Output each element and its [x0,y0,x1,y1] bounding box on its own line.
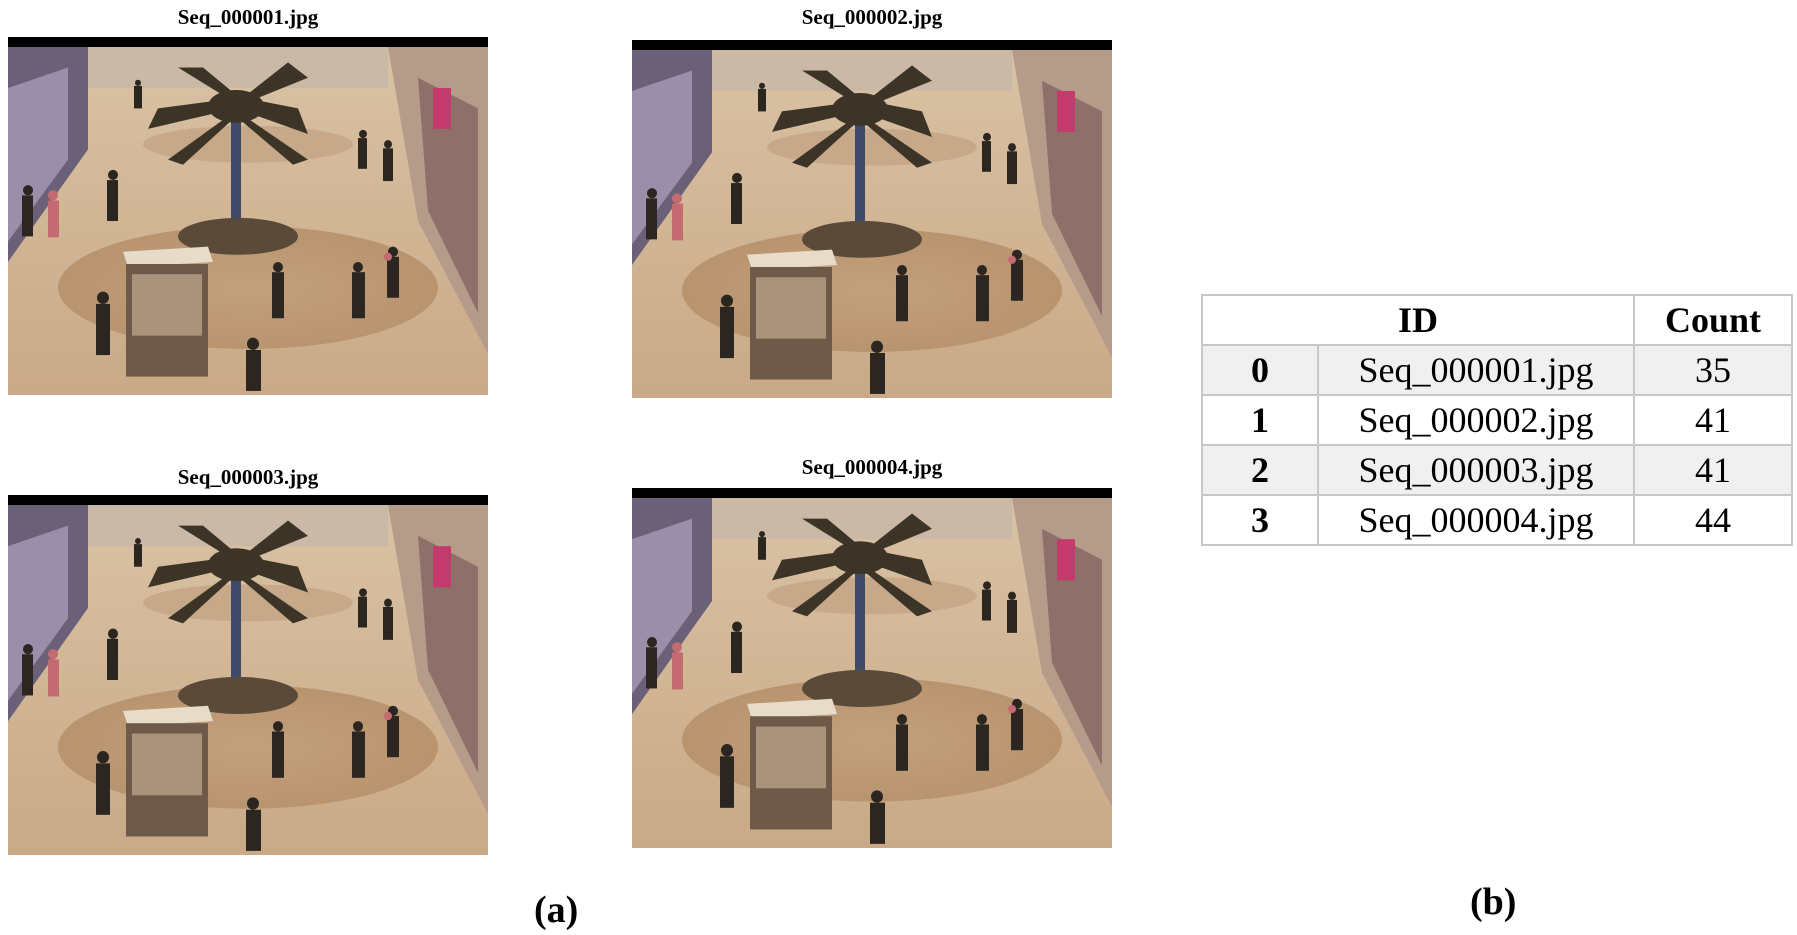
frame-title-4: Seq_000004.jpg [801,455,943,479]
mall-scene-image [632,50,1112,398]
frame-image-3 [8,495,488,855]
row-id: Seq_000003.jpg [1317,444,1635,496]
mall-scene-image [8,505,488,855]
panel-b-label: (b) [1470,881,1517,923]
mall-scene-image [632,498,1112,848]
frame-title-2: Seq_000002.jpg [801,5,943,29]
panel-a-label: (a) [534,889,579,931]
table-row: 2 Seq_000003.jpg 41 [1201,444,1793,496]
frame-image-4 [632,488,1112,848]
frame-image-2 [632,40,1112,398]
mall-scene-image [8,47,488,395]
frame-image-1 [8,37,488,395]
row-id: Seq_000001.jpg [1317,344,1635,396]
table-header-row: ID Count [1201,294,1793,346]
count-table: ID Count 0 Seq_000001.jpg 35 1 Seq_00000… [1201,294,1793,546]
row-index: 0 [1201,344,1319,396]
frame-title-1: Seq_000001.jpg [177,5,319,29]
row-index: 2 [1201,444,1319,496]
frame-title-3: Seq_000003.jpg [177,465,319,489]
row-count: 41 [1633,394,1793,446]
row-id: Seq_000004.jpg [1317,494,1635,546]
table-row: 1 Seq_000002.jpg 41 [1201,394,1793,446]
table-row: 3 Seq_000004.jpg 44 [1201,494,1793,546]
row-id: Seq_000002.jpg [1317,394,1635,446]
row-count: 44 [1633,494,1793,546]
header-id: ID [1201,294,1635,346]
row-index: 3 [1201,494,1319,546]
row-count: 35 [1633,344,1793,396]
row-count: 41 [1633,444,1793,496]
header-count: Count [1633,294,1793,346]
row-index: 1 [1201,394,1319,446]
table-row: 0 Seq_000001.jpg 35 [1201,344,1793,396]
